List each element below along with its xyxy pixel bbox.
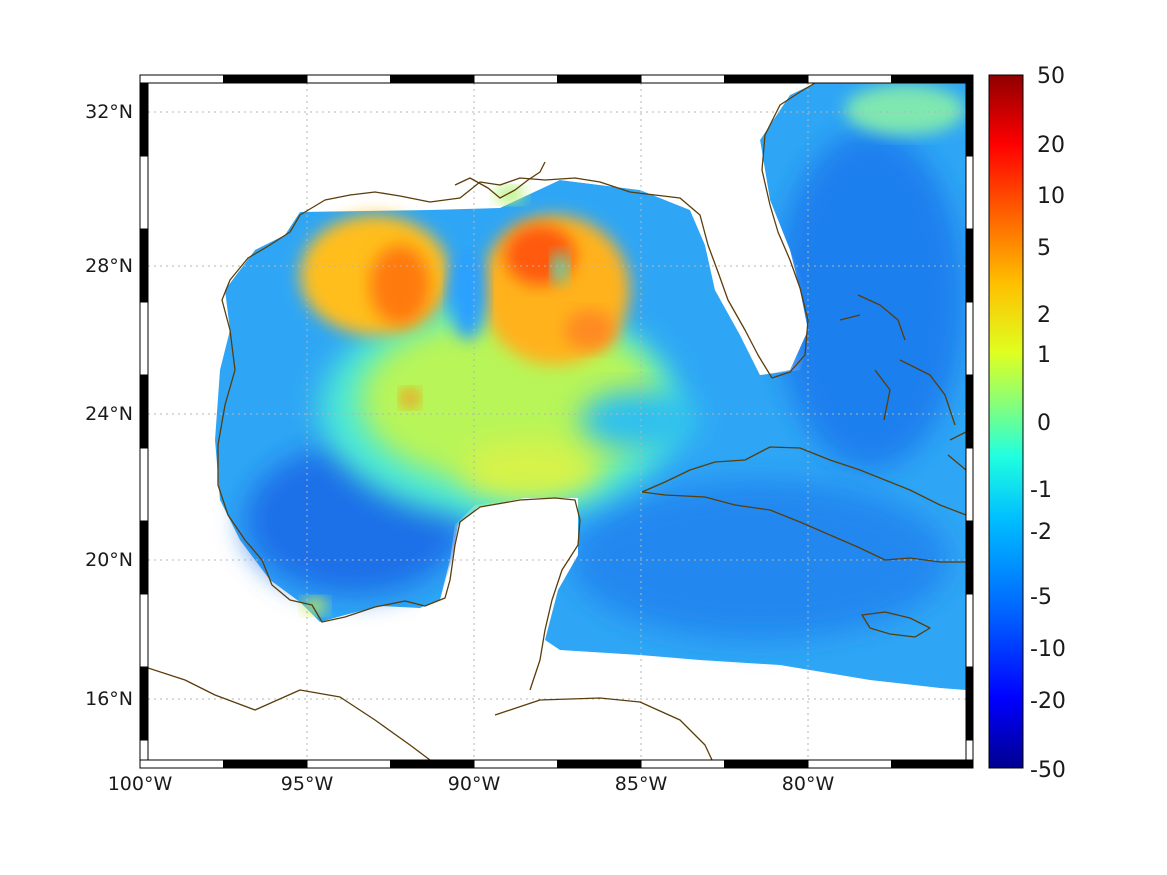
frame-segment-bottom bbox=[306, 759, 391, 769]
florida-strait-cyan bbox=[580, 390, 700, 450]
coastlines bbox=[148, 83, 966, 760]
frame-segment-right bbox=[965, 301, 974, 376]
frame-segment-left bbox=[139, 374, 149, 449]
frame-segment-right bbox=[965, 82, 974, 157]
frame-segment-left bbox=[139, 593, 149, 668]
central-america-coast bbox=[148, 667, 431, 760]
bahamas-coast bbox=[839, 294, 956, 426]
x-tick-label: 80°W bbox=[782, 773, 835, 795]
colorbar-tick-label: 2 bbox=[1037, 303, 1051, 328]
colorbar-tick-label: -2 bbox=[1030, 520, 1052, 545]
frame-segment-left bbox=[139, 82, 149, 157]
frame-segment-top bbox=[473, 74, 558, 84]
colorbar-labels: 50 20 10 5 2 1 0 -1 -2 -5 -10 -20 -50 bbox=[1030, 64, 1066, 783]
colorbar-tick-label: -1 bbox=[1030, 478, 1052, 503]
y-tick-label: 20°N bbox=[85, 549, 133, 571]
y-tick-label: 16°N bbox=[85, 688, 133, 710]
west-hot bbox=[370, 245, 430, 325]
florida-east-coast bbox=[761, 83, 816, 379]
frame-segment-bottom bbox=[807, 759, 892, 769]
honduras-coast bbox=[494, 697, 713, 760]
small-warm bbox=[401, 389, 419, 407]
axis-labels: 100°W 95°W 90°W 85°W 80°W 32°N 28°N 24°N… bbox=[85, 101, 834, 795]
frame-segment-top bbox=[724, 74, 809, 84]
frame-segment-bottom bbox=[891, 759, 974, 769]
south-yellow bbox=[460, 440, 600, 500]
colorbar-tick-label: 5 bbox=[1037, 236, 1051, 261]
atlantic-high bbox=[845, 85, 965, 135]
colorbar-tick-label: 10 bbox=[1037, 184, 1065, 209]
colorbar-tick-label: -10 bbox=[1030, 637, 1066, 662]
frame-segment-left bbox=[139, 447, 149, 522]
map-inner-outline bbox=[147, 82, 967, 761]
colorbar-tick-label: -50 bbox=[1030, 758, 1066, 783]
frame-segment-bottom bbox=[390, 759, 475, 769]
mexico-gulf-coast bbox=[217, 329, 581, 691]
frame-segment-left bbox=[139, 666, 149, 741]
frame-segment-right bbox=[965, 447, 974, 522]
map-frame bbox=[139, 74, 974, 769]
florida-land bbox=[560, 83, 815, 375]
frame-segment-left bbox=[139, 301, 149, 376]
x-tick-label: 95°W bbox=[281, 773, 334, 795]
frame-segment-top bbox=[223, 74, 308, 84]
jamaica-coast bbox=[861, 611, 931, 638]
frame-segment-right bbox=[965, 593, 974, 668]
frame-segment-right bbox=[965, 155, 974, 230]
yucatan-land bbox=[420, 498, 578, 760]
frame-segment-bottom bbox=[557, 759, 642, 769]
frame-segment-right bbox=[965, 739, 974, 761]
colorbar: 50 20 10 5 2 1 0 -1 -2 -5 -10 -20 -50 bbox=[988, 64, 1066, 783]
y-tick-label: 28°N bbox=[85, 255, 133, 277]
cuba-coast bbox=[641, 446, 966, 563]
us-gulf-coast bbox=[221, 177, 773, 379]
colorbar-tick-label: 0 bbox=[1037, 411, 1051, 436]
frame-segment-bottom bbox=[473, 759, 558, 769]
colorbar-tick-label: -20 bbox=[1030, 689, 1066, 714]
southern-land bbox=[148, 665, 460, 760]
mississippi-green bbox=[495, 187, 525, 203]
x-tick-label: 100°W bbox=[108, 773, 173, 795]
x-tick-label: 85°W bbox=[615, 773, 668, 795]
frame-segment-left bbox=[139, 520, 149, 595]
frame-segment-right bbox=[965, 374, 974, 449]
frame-segment-top bbox=[807, 74, 892, 84]
data-field bbox=[215, 83, 966, 690]
land-mask bbox=[148, 83, 815, 760]
frame-segment-bottom bbox=[724, 759, 809, 769]
frame-segment-right bbox=[965, 666, 974, 741]
frame-segment-top bbox=[557, 74, 642, 84]
frame-segment-top bbox=[640, 74, 725, 84]
x-tick-label: 90°W bbox=[448, 773, 501, 795]
colorbar-tick-label: -5 bbox=[1030, 585, 1052, 610]
colorbar-tick-label: 1 bbox=[1037, 343, 1051, 368]
frame-segment-right bbox=[965, 228, 974, 303]
frame-segment-bottom bbox=[640, 759, 725, 769]
mississippi-delta bbox=[454, 161, 546, 199]
frame-segment-right bbox=[965, 520, 974, 595]
yucatan-green bbox=[303, 598, 327, 614]
frame-segment-bottom bbox=[139, 759, 224, 769]
y-tick-label: 24°N bbox=[85, 403, 133, 425]
colorbar-tick-label: 50 bbox=[1037, 64, 1065, 89]
frame-segment-top bbox=[390, 74, 475, 84]
colorbar-gradient bbox=[988, 74, 1024, 769]
hispaniola-coast bbox=[947, 431, 966, 471]
east-hot-2 bbox=[565, 310, 615, 350]
frame-segment-left bbox=[139, 228, 149, 303]
colorbar-tick-label: 20 bbox=[1037, 133, 1065, 158]
cold-spot-2 bbox=[552, 252, 568, 284]
frame-segment-left bbox=[139, 739, 149, 761]
frame-segment-bottom bbox=[223, 759, 308, 769]
y-tick-label: 32°N bbox=[85, 101, 133, 123]
frame-segment-top bbox=[891, 74, 974, 84]
frame-segment-top bbox=[139, 74, 224, 84]
cold-tongue bbox=[450, 250, 486, 340]
frame-segment-left bbox=[139, 155, 149, 230]
frame-segment-top bbox=[306, 74, 391, 84]
